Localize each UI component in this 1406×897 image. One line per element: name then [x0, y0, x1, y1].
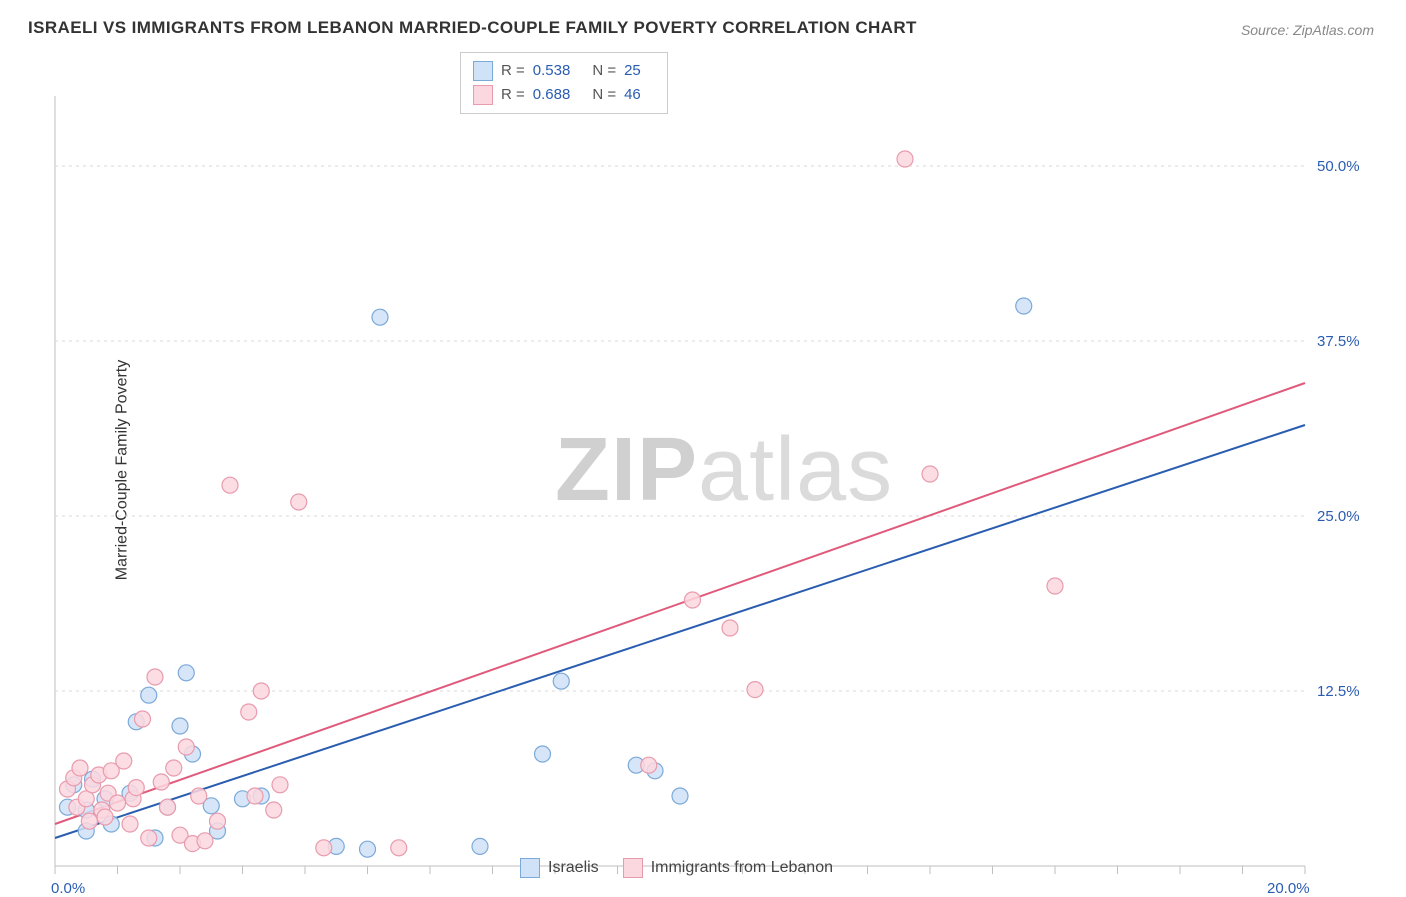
n-value: 46: [624, 83, 641, 107]
r-value: 0.688: [533, 83, 571, 107]
legend-row: R = 0.688 N = 46: [473, 83, 655, 107]
correlation-legend: R = 0.538 N = 25 R = 0.688 N = 46: [460, 52, 668, 114]
r-value: 0.538: [533, 59, 571, 83]
y-tick-label: 50.0%: [1317, 158, 1360, 175]
n-label: N =: [592, 59, 616, 83]
n-label: N =: [592, 83, 616, 107]
chart-container: Married-Couple Family Poverty ZIPatlas 1…: [0, 48, 1406, 892]
legend-item: Israelis: [520, 858, 599, 878]
y-tick-label: 25.0%: [1317, 508, 1360, 525]
legend-swatch: [473, 85, 493, 105]
legend-swatch: [520, 858, 540, 878]
series-legend: Israelis Immigrants from Lebanon: [520, 858, 833, 878]
r-label: R =: [501, 59, 525, 83]
legend-item: Immigrants from Lebanon: [623, 858, 833, 878]
y-tick-label: 37.5%: [1317, 333, 1360, 350]
r-label: R =: [501, 83, 525, 107]
y-tick-label: 12.5%: [1317, 683, 1360, 700]
legend-label: Israelis: [548, 859, 599, 877]
legend-swatch: [623, 858, 643, 878]
source-attribution: Source: ZipAtlas.com: [1241, 22, 1374, 38]
scatter-plot: [0, 48, 1406, 892]
legend-row: R = 0.538 N = 25: [473, 59, 655, 83]
x-tick-label: 0.0%: [51, 880, 85, 897]
legend-label: Immigrants from Lebanon: [651, 859, 833, 877]
legend-swatch: [473, 61, 493, 81]
x-tick-label: 20.0%: [1267, 880, 1310, 897]
chart-title: ISRAELI VS IMMIGRANTS FROM LEBANON MARRI…: [28, 18, 917, 38]
n-value: 25: [624, 59, 641, 83]
